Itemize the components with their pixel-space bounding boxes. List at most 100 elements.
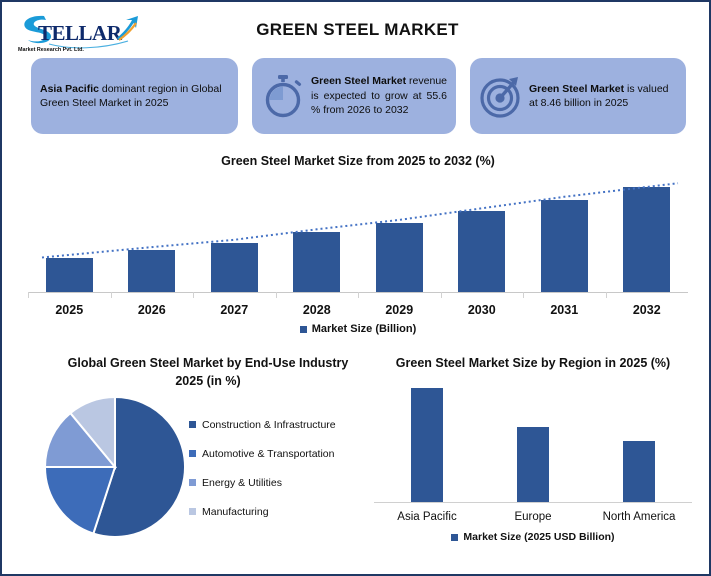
bar	[623, 441, 655, 502]
bar-column	[28, 182, 111, 292]
callout-asia-pacific: Asia Pacific dominant region in Global G…	[31, 58, 238, 134]
legend-label-region: Market Size (2025 USD Billion)	[463, 531, 615, 543]
stellar-logo: TELLAR Market Research Pvt. Ltd.	[16, 10, 146, 54]
callout-row: Asia Pacific dominant region in Global G…	[31, 58, 686, 134]
x-label: 2026	[137, 303, 166, 317]
bar	[293, 232, 341, 292]
x-label: 2032	[632, 303, 661, 317]
chart-end-use-industry: Global Green Steel Market by End-Use Ind…	[24, 354, 392, 564]
callout-rest-2: revenue is expected to grow at 55.6 % fr…	[311, 75, 448, 117]
bar	[210, 242, 258, 292]
axis-tick	[605, 292, 689, 298]
bar-series-region	[374, 382, 692, 502]
legend-item: Construction & Infrastructure	[189, 410, 336, 439]
x-label: 2027	[220, 303, 249, 317]
bar-column	[374, 382, 480, 502]
legend-swatch-icon	[189, 450, 196, 457]
bar	[45, 258, 93, 292]
legend-swatch-icon	[451, 533, 459, 541]
legend-swatch-icon	[189, 421, 196, 428]
bar-series-forecast	[28, 182, 688, 292]
pie-slice	[44, 466, 117, 535]
logo-tagline: Market Research Pvt. Ltd.	[18, 47, 84, 53]
pie-slice	[44, 411, 118, 468]
x-label: 2030	[467, 303, 496, 317]
callout-bold-2: Green Steel Market	[311, 75, 407, 88]
chart-title-forecast: Green Steel Market Size from 2025 to 203…	[221, 154, 495, 168]
callout-bold-3: Green Steel Market	[529, 82, 625, 95]
bar	[458, 211, 506, 292]
chart-title-region: Green Steel Market Size by Region in 202…	[395, 356, 671, 370]
x-label: Europe	[514, 511, 552, 523]
chart-title-pie: Global Green Steel Market by End-Use Ind…	[67, 356, 349, 388]
legend-label: Construction & Infrastructure	[202, 418, 336, 431]
bar	[517, 426, 549, 502]
bar-column	[480, 382, 586, 502]
legend-swatch-icon	[189, 508, 196, 515]
axis-tick	[275, 292, 359, 298]
x-label: 2031	[550, 303, 579, 317]
axis-tick	[358, 292, 441, 298]
chart-market-size-forecast: Green Steel Market Size from 2025 to 203…	[28, 150, 688, 335]
bar-column	[111, 182, 194, 292]
callout-text-1: Asia Pacific dominant region in Global G…	[40, 82, 229, 111]
chart-market-size-by-region: Green Steel Market Size by Region in 202…	[374, 354, 692, 566]
callout-market-value: Green Steel Market is valued at 8.46 bil…	[470, 58, 686, 134]
x-axis-region	[374, 502, 692, 503]
legend-forecast: Market Size (Billion)	[28, 323, 688, 335]
legend-pie: Construction & Infrastructure Automotive …	[189, 410, 336, 526]
axis-tick	[110, 292, 194, 298]
legend-item: Automotive & Transportation	[189, 439, 336, 468]
legend-item: Manufacturing	[189, 497, 336, 526]
legend-label: Energy & Utilities	[202, 476, 282, 489]
logo-icon: TELLAR Market Research Pvt. Ltd.	[18, 15, 138, 53]
x-label: 2029	[385, 303, 414, 317]
callout-rest-1: dominant region in Global Green Steel Ma…	[40, 82, 222, 110]
bar-column	[523, 182, 606, 292]
svg-text:TELLAR: TELLAR	[38, 21, 123, 45]
x-axis-labels-region: Asia Pacific Europe North America	[374, 511, 692, 523]
legend-label: Automotive & Transportation	[202, 447, 335, 460]
callout-text-2: Green Steel Market revenue is expected t…	[311, 74, 447, 118]
bar	[128, 250, 176, 292]
pie-slice	[92, 396, 186, 538]
bar-column	[193, 182, 276, 292]
pie-graphic	[44, 396, 186, 538]
legend-swatch-icon	[299, 325, 307, 333]
x-axis-labels-forecast: 2025 2026 2027 2028 2029 2030 2031 2032	[28, 303, 688, 317]
bar	[623, 187, 671, 292]
x-axis-ticks-forecast	[28, 292, 688, 298]
x-label: Asia Pacific	[397, 511, 457, 523]
x-label: 2025	[55, 303, 84, 317]
legend-label: Manufacturing	[202, 505, 269, 518]
legend-swatch-icon	[189, 479, 196, 486]
bar-column	[586, 382, 692, 502]
plot-area-region	[374, 382, 692, 503]
bar-column	[606, 182, 689, 292]
stopwatch-icon	[261, 73, 305, 119]
page-title: GREEN STEEL MARKET	[256, 20, 459, 39]
x-label: North America	[602, 511, 676, 523]
pie-body: Construction & Infrastructure Automotive …	[24, 396, 392, 546]
axis-tick	[193, 292, 276, 298]
callout-text-3: Green Steel Market is valued at 8.46 bil…	[529, 82, 677, 111]
legend-region: Market Size (2025 USD Billion)	[374, 531, 692, 543]
bar-column	[441, 182, 524, 292]
callout-bold-1: Asia Pacific	[40, 82, 99, 95]
x-label: 2028	[302, 303, 331, 317]
target-icon	[479, 73, 523, 119]
bar-column	[276, 182, 359, 292]
axis-tick	[440, 292, 524, 298]
legend-item: Energy & Utilities	[189, 468, 336, 497]
bar-column	[358, 182, 441, 292]
bar	[411, 387, 443, 502]
pie-slice	[68, 396, 116, 470]
callout-rest-3: is valued at 8.46 billion in 2025	[529, 82, 669, 110]
axis-tick	[28, 292, 111, 298]
plot-area-forecast	[28, 182, 688, 298]
axis-tick	[523, 292, 606, 298]
callout-cagr: Green Steel Market revenue is expected t…	[252, 58, 456, 134]
bar	[540, 199, 588, 292]
legend-label-forecast: Market Size (Billion)	[311, 323, 417, 335]
